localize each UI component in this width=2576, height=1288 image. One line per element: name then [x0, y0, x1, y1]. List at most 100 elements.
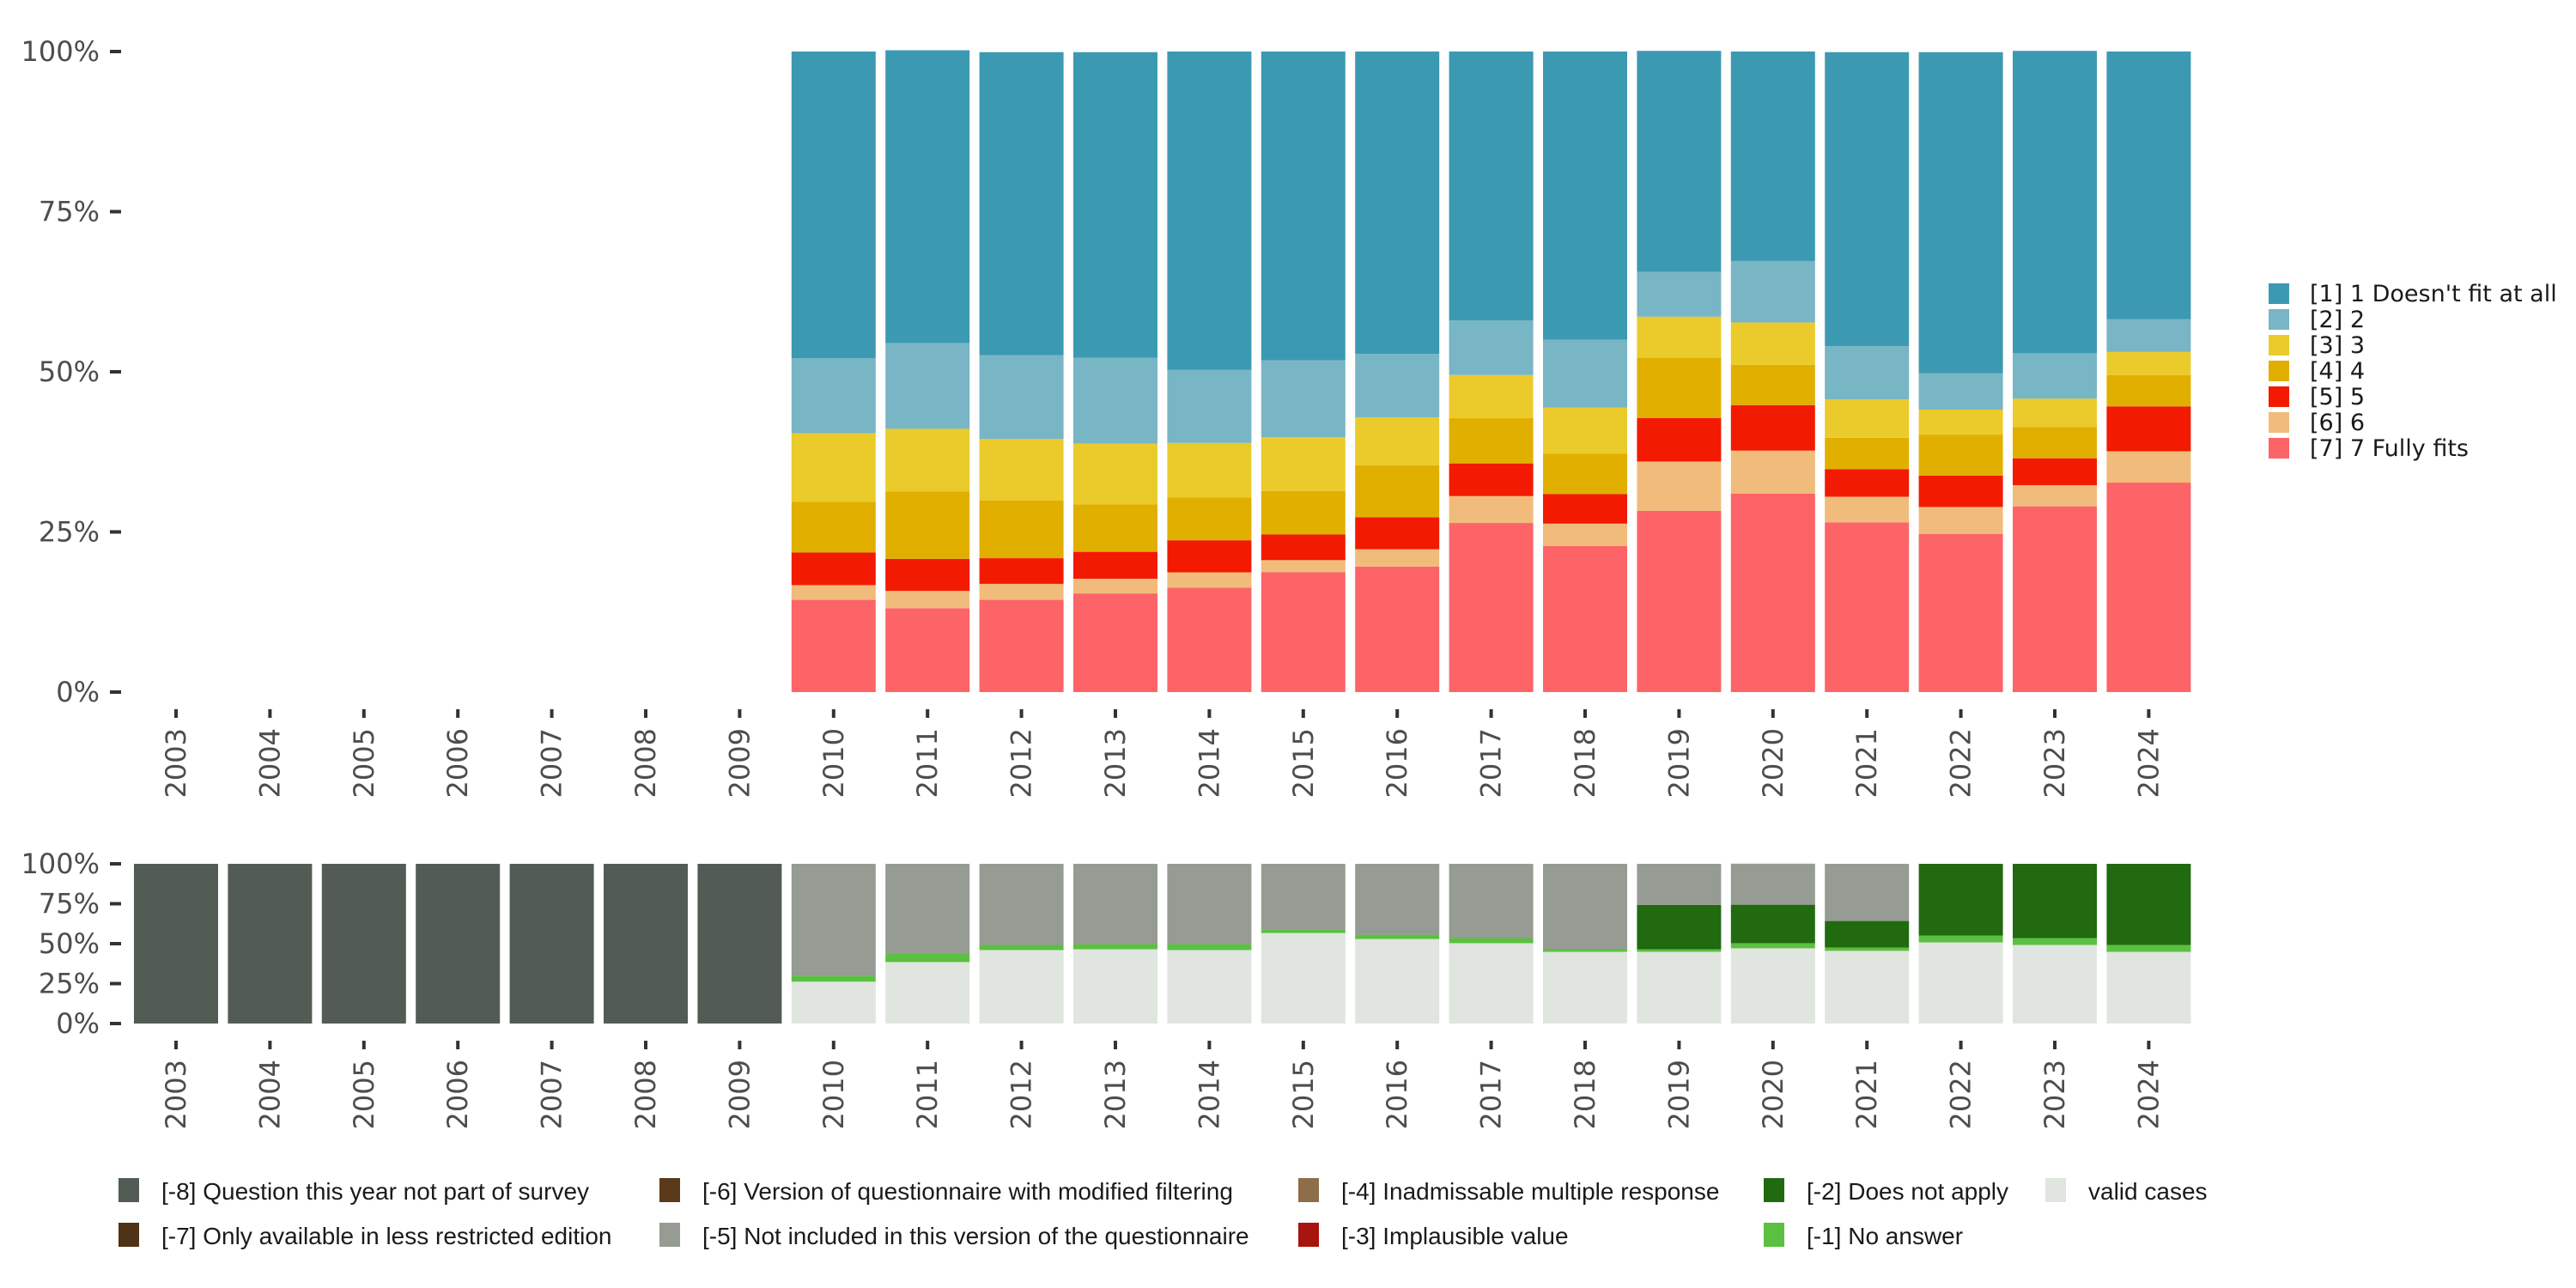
- bar-segment-2014-4-4: [1167, 497, 1252, 541]
- bar-segment-2010-1-no-answer: [791, 975, 876, 982]
- bar-segment-2023-1-1-doesn-t-fit-at-all: [2013, 51, 2097, 354]
- bar-segment-2020-5-not-included-in-this-version-of-the-questionnaire: [1730, 863, 1815, 905]
- legend-label: [4] 4: [2310, 358, 2365, 385]
- bar-segment-2023-2-2: [2013, 353, 2097, 399]
- legend-label: [3] 3: [2310, 332, 2365, 359]
- bar-segment-2018-5-not-included-in-this-version-of-the-questionnaire: [1543, 864, 1627, 950]
- x-tick-label: 2020: [1757, 728, 1789, 798]
- bar-segment-2017-5-not-included-in-this-version-of-the-questionnaire: [1449, 864, 1534, 939]
- legend-swatch: [1298, 1178, 1319, 1202]
- legend-item-valid-cases: valid cases: [2045, 1178, 2208, 1205]
- bar-segment-2018-1-no-answer: [1543, 949, 1627, 952]
- x-tick-label: 2007: [536, 728, 568, 798]
- bar-segment-2010-4-4: [791, 501, 876, 553]
- bar-segment-2008-8-question-this-year-not-part-of-survey: [604, 864, 688, 1024]
- legend-swatch: [118, 1178, 139, 1202]
- bar-segment-2012-6-6: [979, 583, 1064, 600]
- legend-swatch: [2269, 309, 2289, 330]
- y-tick-label: 100%: [21, 848, 100, 880]
- bar-segment-2018-6-6: [1543, 523, 1627, 546]
- bar-segment-2019-6-6: [1637, 461, 1722, 511]
- bar-segment-2020-5-5: [1730, 404, 1815, 451]
- legend-swatch: [2269, 438, 2289, 459]
- bar-segment-2004-8-question-this-year-not-part-of-survey: [228, 864, 313, 1024]
- legend-item-4-4: [4] 4: [2269, 358, 2365, 385]
- x-tick-label: 2021: [1850, 728, 1883, 798]
- bar-segment-2023-1-no-answer: [2013, 938, 2097, 945]
- bar-segment-2019-2-does-not-apply: [1637, 904, 1722, 950]
- x-tick-label: 2018: [1569, 1060, 1601, 1129]
- bar-segment-2017-1-no-answer: [1449, 938, 1534, 944]
- bar-segment-2023-valid-cases: [2013, 945, 2097, 1024]
- bar-segment-2016-3-3: [1355, 416, 1440, 465]
- legend-label: [7] 7 Fully fits: [2310, 435, 2469, 462]
- bar-segment-2016-5-not-included-in-this-version-of-the-questionnaire: [1355, 864, 1440, 935]
- bar-segment-2022-4-4: [1918, 434, 2003, 476]
- x-tick-label: 2022: [1945, 728, 1978, 798]
- x-tick-label: 2023: [2038, 1060, 2071, 1129]
- bar-segment-2019-5-not-included-in-this-version-of-the-questionnaire: [1637, 864, 1722, 905]
- legend-label: [-2] Does not apply: [1807, 1178, 2008, 1205]
- bar-segment-2010-3-3: [791, 433, 876, 502]
- top-x-axis: 2003 2004 2005 2006 2007 2008 2009 2010 2011 2012…: [160, 709, 2165, 798]
- bar-segment-2017-4-4: [1449, 417, 1534, 464]
- legend-label: [-3] Implausible value: [1341, 1223, 1569, 1249]
- bar-segment-2019-2-2: [1637, 271, 1722, 317]
- x-tick-label: 2010: [817, 728, 850, 798]
- bar-segment-2007-8-question-this-year-not-part-of-survey: [509, 864, 594, 1024]
- bar-segment-2015-1-1-doesn-t-fit-at-all: [1261, 52, 1346, 361]
- bar-segment-2017-2-2: [1449, 320, 1534, 375]
- bar-segment-2022-5-5: [1918, 475, 2003, 507]
- bar-segment-2021-valid-cases: [1825, 951, 1910, 1024]
- bar-segment-2011-valid-cases: [885, 962, 970, 1024]
- bar-segment-2015-4-4: [1261, 490, 1346, 535]
- bar-segment-2018-5-5: [1543, 494, 1627, 524]
- bar-segment-2015-2-2: [1261, 360, 1346, 438]
- bar-segment-2021-5-not-included-in-this-version-of-the-questionnaire: [1825, 864, 1910, 921]
- bar-segment-2015-7-7-fully-fits: [1261, 572, 1346, 692]
- bar-segment-2018-3-3: [1543, 407, 1627, 454]
- bar-segment-2022-valid-cases: [1918, 942, 2003, 1024]
- bar-segment-2020-2-does-not-apply: [1730, 904, 1815, 944]
- legend-item-7-7-fully-fits: [7] 7 Fully fits: [2269, 435, 2469, 462]
- legend-swatch: [2269, 335, 2289, 355]
- bar-segment-2012-1-1-doesn-t-fit-at-all: [979, 52, 1064, 355]
- bar-segment-2010-valid-cases: [791, 981, 876, 1024]
- x-tick-label: 2014: [1193, 728, 1225, 798]
- bar-segment-2021-1-no-answer: [1825, 947, 1910, 951]
- bar-segment-2022-1-no-answer: [1918, 935, 2003, 943]
- y-tick-label: 100%: [21, 35, 100, 68]
- bar-segment-2010-7-7-fully-fits: [791, 599, 876, 692]
- bar-segment-2018-4-4: [1543, 453, 1627, 495]
- x-tick-label: 2006: [441, 728, 474, 798]
- bar-segment-2013-2-2: [1073, 357, 1157, 444]
- bar-segment-2014-3-3: [1167, 442, 1252, 498]
- legend-item-8-question-this-year-not-part-of-survey: [-8] Question this year not part of surv…: [118, 1178, 589, 1205]
- bar-segment-2021-6-6: [1825, 496, 1910, 523]
- bar-segment-2020-valid-cases: [1730, 948, 1815, 1024]
- bar-segment-2015-valid-cases: [1261, 933, 1346, 1024]
- bar-segment-2015-5-5: [1261, 534, 1346, 561]
- bar-segment-2019-valid-cases: [1637, 951, 1722, 1024]
- bar-segment-2024-1-1-doesn-t-fit-at-all: [2106, 52, 2191, 319]
- x-tick-label: 2019: [1662, 1060, 1695, 1129]
- bar-segment-2024-valid-cases: [2106, 951, 2191, 1024]
- bar-segment-2023-7-7-fully-fits: [2013, 506, 2097, 692]
- legend-item-1-1-doesn-t-fit-at-all: [1] 1 Doesn't fit at all: [2269, 281, 2557, 307]
- bar-segment-2021-2-does-not-apply: [1825, 920, 1910, 948]
- bar-segment-2023-5-5: [2013, 458, 2097, 486]
- y-tick-label: 0%: [56, 1007, 100, 1040]
- bar-segment-2011-5-not-included-in-this-version-of-the-questionnaire: [885, 864, 970, 954]
- legend-label: [5] 5: [2310, 384, 2365, 410]
- x-tick-label: 2009: [723, 1060, 756, 1129]
- bar-segment-2024-1-no-answer: [2106, 945, 2191, 952]
- bar-segment-2018-2-2: [1543, 339, 1627, 408]
- bottom-x-axis: 2003 2004 2005 2006 2007 2008 2009 2010 2011 2012…: [160, 1041, 2165, 1129]
- legend-swatch: [1764, 1178, 1784, 1202]
- bar-segment-2019-3-3: [1637, 316, 1722, 358]
- bar-segment-2011-1-1-doesn-t-fit-at-all: [885, 50, 970, 343]
- bar-segment-2020-3-3: [1730, 322, 1815, 365]
- legend-item-3-3: [3] 3: [2269, 332, 2365, 359]
- bar-segment-2018-1-1-doesn-t-fit-at-all: [1543, 52, 1627, 340]
- bar-segment-2013-5-not-included-in-this-version-of-the-questionnaire: [1073, 864, 1157, 945]
